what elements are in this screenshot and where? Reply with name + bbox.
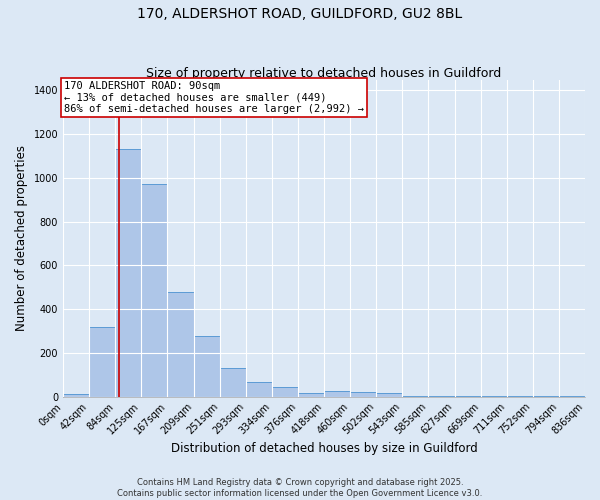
Bar [167,292,194,397]
Bar [220,368,246,396]
Bar [376,394,402,396]
Y-axis label: Number of detached properties: Number of detached properties [15,145,28,331]
Bar [63,394,89,396]
Bar [272,386,298,396]
Bar [324,391,350,396]
Bar [194,336,220,396]
Bar [350,392,376,396]
Bar [115,150,141,396]
Bar [89,326,115,396]
Bar [298,394,324,396]
Title: Size of property relative to detached houses in Guildford: Size of property relative to detached ho… [146,66,502,80]
Text: Contains HM Land Registry data © Crown copyright and database right 2025.
Contai: Contains HM Land Registry data © Crown c… [118,478,482,498]
Text: 170 ALDERSHOT ROAD: 90sqm
← 13% of detached houses are smaller (449)
86% of semi: 170 ALDERSHOT ROAD: 90sqm ← 13% of detac… [64,81,364,114]
X-axis label: Distribution of detached houses by size in Guildford: Distribution of detached houses by size … [170,442,478,455]
Bar [141,184,167,396]
Text: 170, ALDERSHOT ROAD, GUILDFORD, GU2 8BL: 170, ALDERSHOT ROAD, GUILDFORD, GU2 8BL [137,8,463,22]
Bar [246,382,272,396]
